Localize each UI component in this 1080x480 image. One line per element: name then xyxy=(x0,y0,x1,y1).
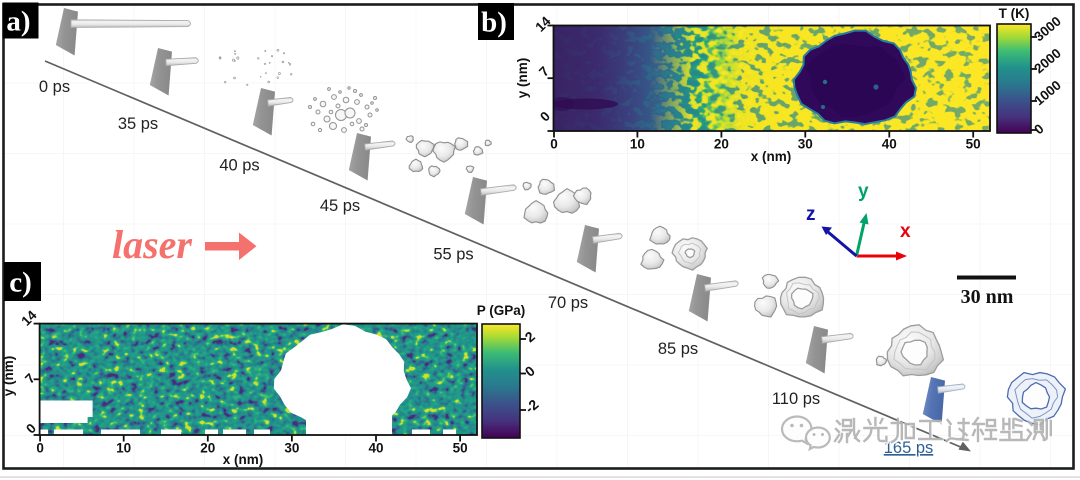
svg-text:c): c) xyxy=(9,267,32,299)
svg-text:y: y xyxy=(858,181,869,202)
svg-text:10: 10 xyxy=(116,441,131,456)
svg-text:40 ps: 40 ps xyxy=(219,157,259,175)
svg-text:45 ps: 45 ps xyxy=(320,197,360,215)
svg-text:0: 0 xyxy=(537,109,553,125)
svg-text:x (nm): x (nm) xyxy=(223,452,264,467)
svg-text:-2: -2 xyxy=(522,396,542,416)
svg-text:30: 30 xyxy=(798,137,813,152)
svg-text:T (K): T (K) xyxy=(999,6,1030,21)
svg-text:7: 7 xyxy=(536,64,552,80)
svg-text:20: 20 xyxy=(200,441,215,456)
svg-text:z: z xyxy=(806,204,816,225)
svg-text:3000: 3000 xyxy=(1031,13,1064,44)
svg-text:0: 0 xyxy=(36,441,44,456)
svg-text:30 nm: 30 nm xyxy=(961,286,1014,308)
svg-text:35 ps: 35 ps xyxy=(118,115,158,133)
svg-text:14: 14 xyxy=(532,13,554,35)
svg-text:50: 50 xyxy=(966,137,981,152)
svg-text:165 ps: 165 ps xyxy=(884,439,934,457)
svg-text:10: 10 xyxy=(630,137,645,152)
svg-text:y (nm): y (nm) xyxy=(1,356,16,397)
svg-text:40: 40 xyxy=(368,441,383,456)
svg-text:0 ps: 0 ps xyxy=(39,78,70,96)
svg-text:85 ps: 85 ps xyxy=(658,340,698,358)
svg-text:2000: 2000 xyxy=(1031,45,1064,76)
svg-text:40: 40 xyxy=(882,137,897,152)
svg-text:70 ps: 70 ps xyxy=(548,294,588,312)
svg-text:50: 50 xyxy=(453,441,468,456)
svg-text:14: 14 xyxy=(18,307,40,329)
svg-text:0: 0 xyxy=(23,421,39,437)
svg-text:y (nm): y (nm) xyxy=(515,58,530,99)
svg-text:55 ps: 55 ps xyxy=(433,246,473,264)
svg-text:x: x xyxy=(900,221,911,242)
svg-text:a): a) xyxy=(6,6,30,38)
svg-text:b): b) xyxy=(481,7,507,39)
svg-text:1000: 1000 xyxy=(1031,77,1064,108)
svg-text:x (nm): x (nm) xyxy=(751,149,792,164)
svg-text:0: 0 xyxy=(1031,121,1046,137)
svg-text:20: 20 xyxy=(714,137,729,152)
svg-text:laser: laser xyxy=(112,222,192,267)
svg-text:0: 0 xyxy=(550,137,558,152)
svg-text:30: 30 xyxy=(284,441,299,456)
svg-text:P (GPa): P (GPa) xyxy=(477,303,526,318)
svg-text:2: 2 xyxy=(522,328,538,345)
svg-text:110 ps: 110 ps xyxy=(772,390,820,408)
